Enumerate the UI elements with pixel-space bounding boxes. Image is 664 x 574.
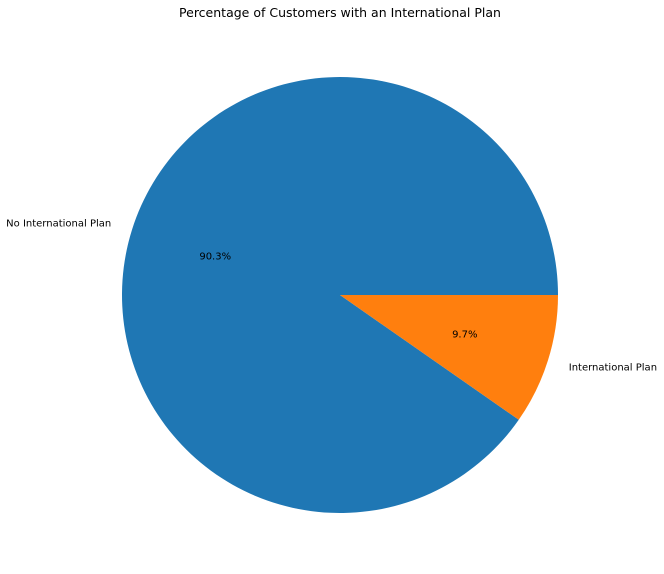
pie-labels: No International Plan 90.3% International … <box>6 219 657 374</box>
slice-percent-label-0: 90.3% <box>199 251 231 262</box>
slice-label-1: International Plan <box>569 362 657 373</box>
chart-title: Percentage of Customers with an Internat… <box>179 5 501 20</box>
slice-label-0: No International Plan <box>6 219 111 230</box>
pie-slices <box>122 76 558 513</box>
pie-slice-0 <box>122 76 558 513</box>
pie-slice-1 <box>340 295 558 420</box>
slice-percent-label-1: 9.7% <box>452 330 477 341</box>
